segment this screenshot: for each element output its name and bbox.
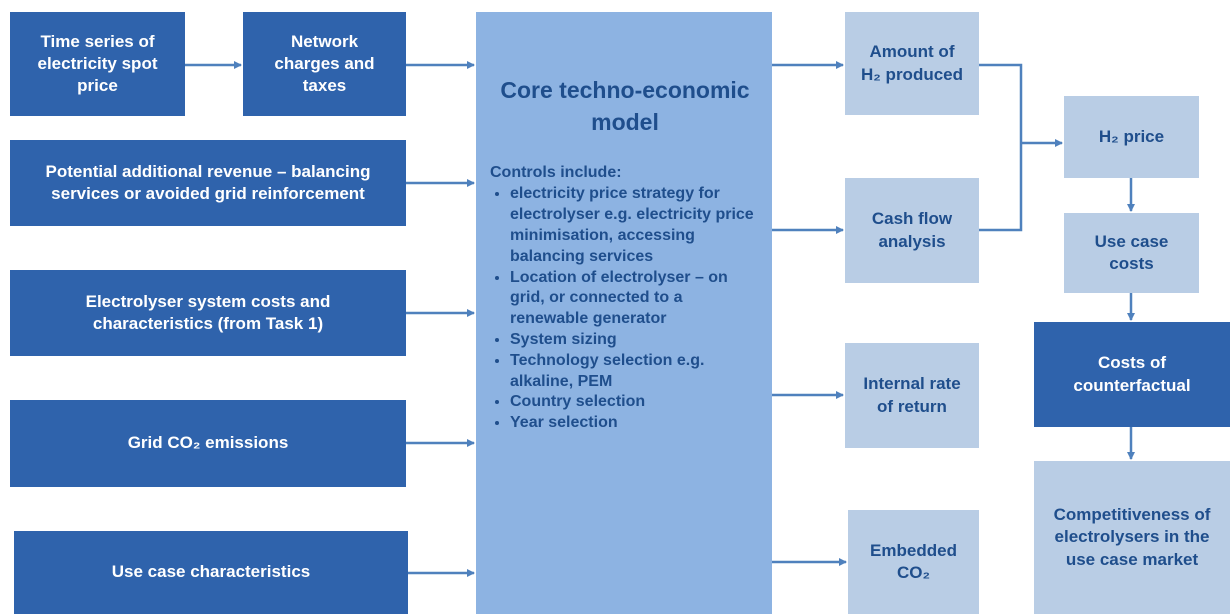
input-box: Network charges and taxes (243, 12, 406, 116)
output-box: Amount of H₂ produced (845, 12, 979, 115)
connectors (185, 61, 1135, 577)
control-item: Technology selection e.g. alkaline, PEM (510, 351, 760, 393)
input-box: Potential additional revenue – balancing… (10, 140, 406, 226)
input-box: Grid CO₂ emissions (10, 400, 406, 487)
control-item: Location of electrolyser – on grid, or c… (510, 268, 760, 330)
result-box: Competitiveness of electrolysers in the … (1034, 461, 1230, 614)
output-box: Internal rate of return (845, 343, 979, 448)
controls-list: electricity price strategy for electroly… (490, 184, 760, 434)
control-item: System sizing (510, 330, 760, 351)
input-box: Time series of electricity spot price (10, 12, 185, 116)
output-box: Embedded CO₂ (848, 510, 979, 614)
bracket (979, 63, 1023, 232)
result-box: Use case costs (1064, 213, 1199, 293)
core-model: Core techno-economic model Controls incl… (476, 12, 772, 614)
input-box: Electrolyser system costs and characteri… (10, 270, 406, 356)
result-box: H₂ price (1064, 96, 1199, 178)
output-box: Cash flow analysis (845, 178, 979, 283)
control-item: electricity price strategy for electroly… (510, 184, 760, 267)
control-item: Year selection (510, 413, 760, 434)
controls-heading: Controls include: (490, 164, 622, 182)
result-box: Costs of counterfactual (1034, 322, 1230, 427)
input-box: Use case characteristics (14, 531, 408, 614)
control-item: Country selection (510, 392, 760, 413)
core-title: Core techno-economic model (500, 77, 750, 136)
